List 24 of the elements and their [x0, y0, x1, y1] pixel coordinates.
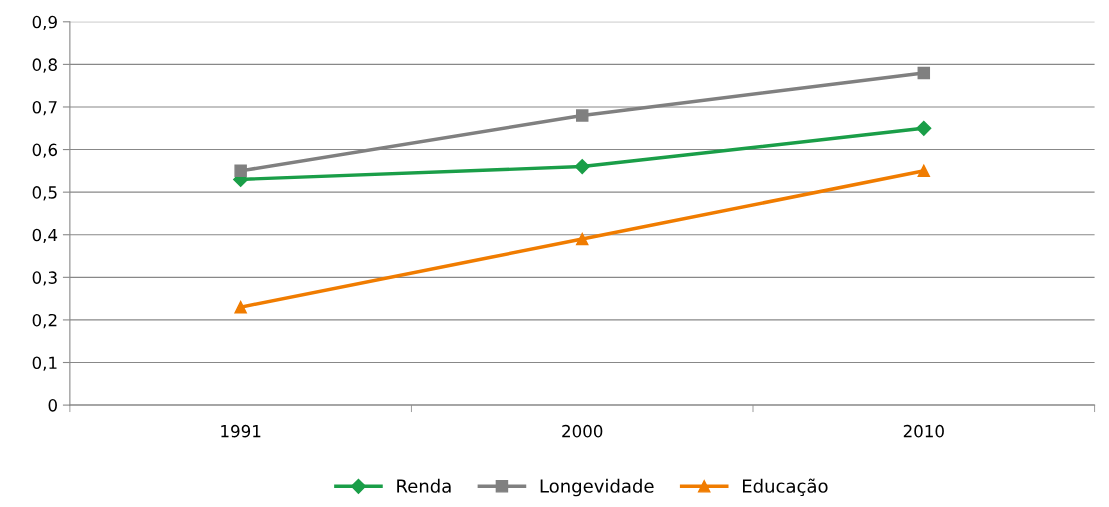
point [574, 159, 590, 175]
legend-label: Educação [742, 478, 828, 497]
point [575, 109, 589, 122]
point [575, 232, 589, 246]
y-tick-label: 0,9 [32, 15, 57, 31]
point [234, 164, 247, 178]
point [916, 120, 932, 136]
y-tick-label: 0,3 [32, 271, 57, 286]
legend-label: Renda [397, 478, 451, 493]
point [234, 300, 247, 314]
x-tick-label: 2000 [562, 424, 603, 438]
y-tick-label: 0 [48, 399, 57, 412]
y-tick-label: 0,4 [32, 228, 58, 244]
y-tick-label: 0,1 [32, 356, 57, 371]
x-tick-label: 1991 [221, 424, 261, 438]
x-tick-label: 2010 [903, 424, 944, 438]
y-tick-label: 0,8 [32, 58, 57, 73]
y-tick-label: 0,7 [32, 100, 57, 116]
y-tick-label: 0,2 [32, 313, 57, 329]
y-tick-label: 0,5 [32, 186, 57, 201]
y-tick-label: 0,6 [32, 143, 58, 158]
legend-label: Longevidade [540, 478, 654, 497]
point [917, 164, 931, 178]
point [917, 66, 931, 80]
